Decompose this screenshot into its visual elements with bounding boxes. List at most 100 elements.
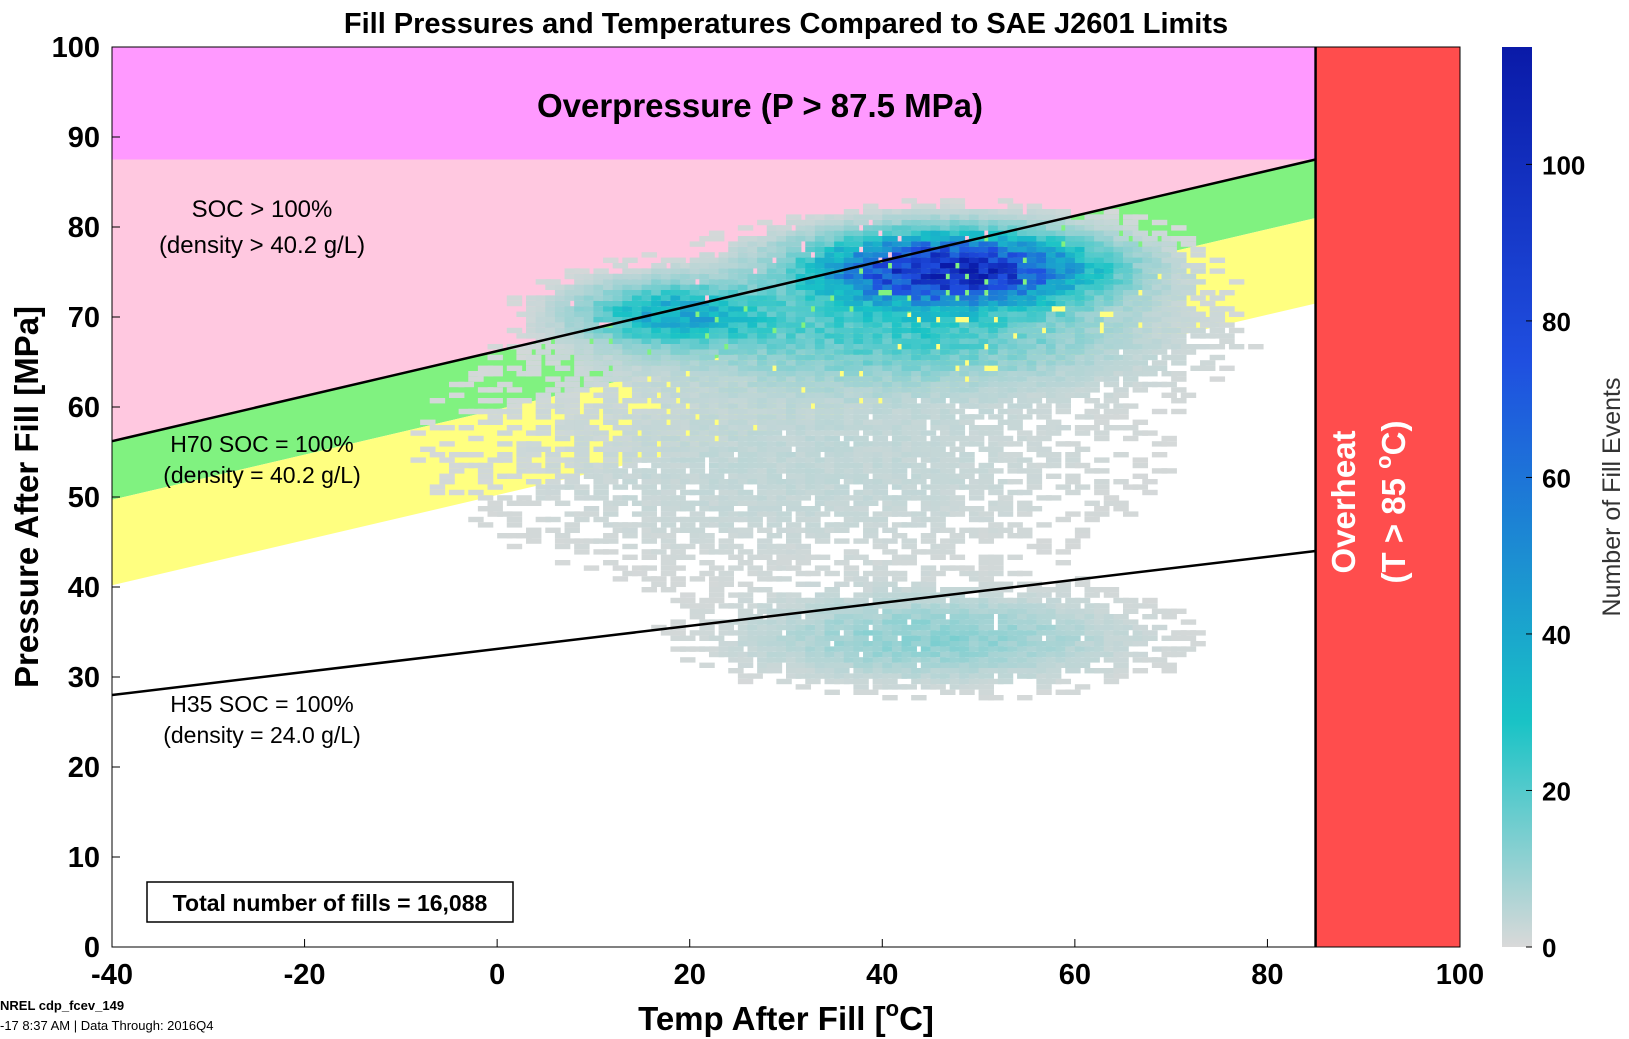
- heatmap-cell: [766, 225, 783, 231]
- heatmap-cell: [747, 435, 763, 442]
- colorbar-tick-label: 20: [1542, 776, 1571, 806]
- heatmap-cell: [737, 441, 754, 447]
- heatmap-cell: [834, 322, 850, 328]
- heatmap-cell: [863, 392, 879, 398]
- heatmap-cell: [1045, 668, 1062, 674]
- heatmap-cell: [699, 349, 715, 355]
- heatmap-cell: [920, 608, 937, 614]
- heatmap-cell: [1045, 241, 1062, 247]
- heatmap-cell: [1113, 673, 1129, 679]
- heatmap-cell: [843, 457, 860, 463]
- heatmap-cell: [940, 311, 956, 317]
- heatmap-cell: [757, 360, 773, 366]
- heatmap-cell: [1123, 322, 1139, 328]
- heatmap-cell: [882, 457, 898, 463]
- heatmap-cell: [1142, 603, 1158, 609]
- heatmap-cell: [882, 349, 898, 355]
- heatmap-cell: [680, 554, 696, 560]
- heatmap-cell: [814, 338, 831, 344]
- heatmap-cell: [843, 371, 860, 377]
- heatmap-cell: [1026, 257, 1043, 263]
- heatmap-cell: [949, 651, 966, 658]
- heatmap-cell: [766, 500, 783, 506]
- heatmap-cell: [834, 376, 850, 382]
- heatmap-cell: [468, 376, 484, 382]
- heatmap-cell: [564, 473, 580, 479]
- heatmap-cell: [766, 322, 783, 328]
- heatmap-cell: [834, 354, 850, 361]
- heatmap-cell: [824, 452, 840, 458]
- heatmap-cell: [920, 360, 937, 366]
- heatmap-cell: [978, 630, 994, 636]
- heatmap-cell: [872, 225, 889, 231]
- heatmap-cell: [660, 560, 677, 566]
- heatmap-cell: [477, 522, 494, 528]
- heatmap-cell: [564, 403, 580, 409]
- heatmap-cell: [458, 408, 475, 415]
- heatmap-cell: [1017, 230, 1033, 236]
- heatmap-cell: [786, 614, 802, 620]
- heatmap-cell: [1045, 290, 1062, 296]
- heatmap-cell: [959, 365, 975, 371]
- heatmap-cell: [891, 430, 908, 436]
- heatmap-cell: [603, 333, 619, 339]
- heatmap-cell: [853, 452, 869, 458]
- heatmap-cell: [978, 246, 994, 253]
- heatmap-cell: [1103, 300, 1120, 307]
- heatmap-cell: [863, 533, 879, 539]
- heatmap-cell: [631, 387, 648, 393]
- heatmap-cell: [477, 506, 494, 512]
- heatmap-cell: [1094, 273, 1110, 280]
- heatmap-cell: [1123, 349, 1139, 355]
- heatmap-cell: [766, 430, 783, 436]
- heatmap-cell: [747, 641, 763, 647]
- heatmap-cell: [940, 651, 956, 658]
- heatmap-cell: [728, 511, 744, 517]
- heatmap-cell: [612, 403, 629, 409]
- heatmap-cell: [901, 408, 917, 415]
- heatmap-cell: [882, 473, 898, 479]
- heatmap-cell: [689, 614, 706, 620]
- heatmap-cell: [968, 630, 985, 636]
- heatmap-cell: [757, 354, 773, 361]
- heatmap-cell: [1026, 295, 1043, 301]
- heatmap-cell: [728, 333, 744, 339]
- heatmap-cell: [449, 392, 465, 398]
- heatmap-cell: [631, 306, 648, 312]
- heatmap-cell: [1065, 603, 1081, 609]
- heatmap-cell: [718, 462, 735, 469]
- heatmap-cell: [1171, 317, 1187, 323]
- heatmap-cell: [1007, 641, 1023, 647]
- heatmap-cell: [747, 392, 763, 398]
- heatmap-cell: [737, 657, 754, 663]
- heatmap-cell: [1123, 651, 1139, 658]
- heatmap-cell: [863, 425, 879, 431]
- heatmap-cell: [824, 349, 840, 355]
- heatmap-cell: [1007, 371, 1023, 377]
- heatmap-cell: [891, 398, 908, 404]
- heatmap-cell: [930, 603, 946, 609]
- heatmap-cell: [1094, 587, 1110, 593]
- colorbar-label: Number of Fill Events: [1598, 378, 1626, 617]
- heatmap-cell: [786, 257, 802, 263]
- heatmap-cell: [1132, 333, 1149, 339]
- heatmap-cell: [757, 257, 773, 263]
- heatmap-cell: [795, 398, 812, 404]
- heatmap-cell: [978, 678, 994, 685]
- heatmap-cell: [891, 246, 908, 253]
- heatmap-cell: [920, 327, 937, 334]
- heatmap-cell: [930, 387, 946, 393]
- heatmap-cell: [978, 635, 994, 641]
- heatmap-cell: [949, 322, 966, 328]
- heatmap-cell: [766, 473, 783, 479]
- heatmap-cell: [737, 284, 754, 290]
- heatmap-cell: [940, 635, 956, 641]
- heatmap-cell: [708, 495, 725, 501]
- heatmap-cell: [757, 236, 773, 242]
- heatmap-cell: [718, 489, 735, 496]
- heatmap-cell: [853, 354, 869, 361]
- heatmap-cell: [1123, 435, 1139, 442]
- heatmap-cell: [1045, 214, 1062, 220]
- heatmap-cell: [641, 435, 657, 442]
- heatmap-cell: [834, 306, 850, 312]
